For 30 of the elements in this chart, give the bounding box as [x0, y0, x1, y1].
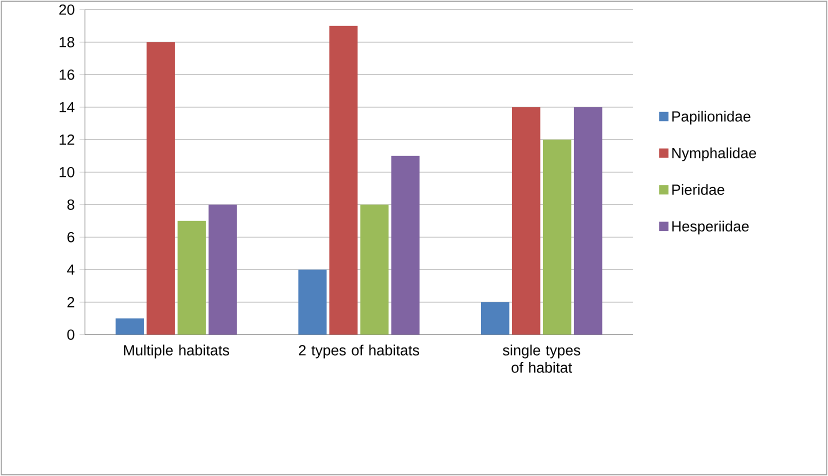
bar — [512, 107, 540, 335]
bar — [329, 26, 358, 335]
x-tick-label: Multiple habitats — [124, 344, 230, 358]
bar — [146, 42, 175, 335]
y-tick-label: 0 — [67, 329, 74, 340]
bar — [360, 204, 389, 335]
bar — [208, 204, 237, 335]
bar — [391, 156, 420, 335]
legend-label: Pieridae — [672, 184, 724, 195]
bar — [178, 220, 206, 335]
legend-label: Nymphalidae — [672, 148, 756, 162]
bar — [480, 302, 510, 335]
y-tick-label: 10 — [60, 166, 74, 178]
y-tick-label: 20 — [59, 4, 74, 15]
bar — [298, 270, 327, 335]
y-tick-label: 14 — [60, 102, 74, 112]
y-tick-label: 2 — [67, 297, 74, 308]
x-tick-label: 2 types of habitats — [298, 344, 420, 358]
bar — [116, 318, 144, 335]
x-tick-label: single types of habitat — [502, 344, 580, 373]
bar — [574, 107, 602, 335]
y-tick-label: 12 — [60, 134, 74, 145]
y-tick-label: 4 — [67, 264, 74, 275]
legend-label: Papilionidae — [672, 110, 750, 125]
y-tick-label: 6 — [67, 232, 74, 242]
bar — [542, 140, 572, 335]
y-tick-label: 16 — [60, 69, 74, 80]
y-tick-label: 8 — [67, 199, 74, 210]
legend-label: Hesperiidae — [672, 220, 749, 234]
y-tick-label: 18 — [60, 36, 74, 48]
